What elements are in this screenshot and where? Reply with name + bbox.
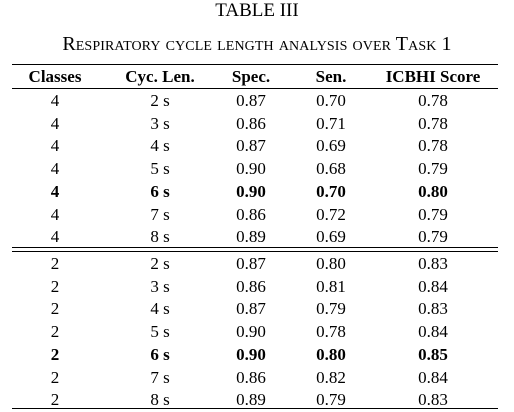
table-row: 4 8 s 0.89 0.69 0.79: [12, 225, 498, 248]
classes-cell: 4: [50, 136, 60, 156]
header-specificity: Spec.: [231, 67, 271, 86]
specificity-cell: 0.87: [236, 136, 266, 156]
icbhi-score-cell: 0.83: [418, 390, 448, 410]
icbhi-score-cell: 0.78: [418, 113, 448, 133]
cycle-length-cell: 5 s: [150, 159, 170, 179]
header-sensitivity: Sen.: [315, 67, 347, 86]
sensitivity-cell: 0.72: [316, 204, 346, 224]
classes-cell: 2: [50, 344, 60, 364]
classes-cell: 4: [50, 181, 60, 201]
classes-cell: 4: [50, 204, 60, 224]
table-row: 4 4 s 0.87 0.69 0.78: [12, 134, 498, 157]
cycle-length-cell: 5 s: [150, 322, 170, 342]
group-separator-rule: [12, 247, 498, 248]
cycle-length-cell: 2 s: [150, 91, 170, 110]
classes-cell: 4: [50, 227, 60, 247]
specificity-cell: 0.86: [236, 204, 266, 224]
cycle-length-cell: 3 s: [150, 276, 170, 296]
sensitivity-cell: 0.81: [316, 276, 346, 296]
icbhi-score-cell: 0.78: [418, 136, 448, 156]
specificity-cell: 0.89: [236, 390, 266, 410]
specificity-cell: 0.89: [236, 227, 266, 247]
icbhi-score-cell: 0.85: [418, 344, 448, 364]
sensitivity-cell: 0.80: [316, 344, 346, 364]
specificity-cell: 0.87: [236, 91, 266, 110]
icbhi-score-cell: 0.79: [418, 204, 448, 224]
sensitivity-cell: 0.70: [316, 91, 346, 110]
icbhi-score-cell: 0.83: [418, 254, 448, 273]
classes-cell: 2: [50, 390, 60, 410]
sensitivity-cell: 0.78: [316, 322, 346, 342]
cycle-length-cell: 7 s: [150, 204, 170, 224]
classes-cell: 2: [50, 299, 60, 319]
icbhi-score-cell: 0.79: [418, 227, 448, 247]
specificity-cell: 0.90: [236, 159, 266, 179]
table-row: 4 7 s 0.86 0.72 0.79: [12, 203, 498, 226]
classes-cell: 2: [50, 322, 60, 342]
header-classes: Classes: [28, 67, 82, 86]
sensitivity-cell: 0.79: [316, 299, 346, 319]
specificity-cell: 0.90: [236, 322, 266, 342]
classes-cell: 2: [50, 276, 60, 296]
icbhi-score-cell: 0.79: [418, 159, 448, 179]
cycle-length-cell: 2 s: [150, 254, 170, 273]
cycle-length-cell: 6 s: [150, 344, 170, 364]
classes-cell: 4: [50, 113, 60, 133]
top-rule: [12, 64, 498, 66]
sensitivity-cell: 0.68: [316, 159, 346, 179]
group-separator-rule: [12, 251, 498, 252]
specificity-cell: 0.90: [236, 181, 266, 201]
table-row: 4 6 s 0.90 0.70 0.80: [12, 180, 498, 203]
specificity-cell: 0.90: [236, 344, 266, 364]
cycle-length-cell: 4 s: [150, 136, 170, 156]
header-icbhi-score: ICBHI Score: [385, 67, 481, 86]
sensitivity-cell: 0.69: [316, 227, 346, 247]
cycle-length-cell: 8 s: [150, 390, 170, 410]
specificity-cell: 0.86: [236, 367, 266, 387]
sensitivity-cell: 0.82: [316, 367, 346, 387]
bottom-rule: [12, 408, 498, 410]
classes-cell: 2: [50, 367, 60, 387]
cycle-length-cell: 3 s: [150, 113, 170, 133]
classes-cell: 2: [50, 254, 60, 273]
cycle-length-cell: 4 s: [150, 299, 170, 319]
table-row: 4 2 s 0.87 0.70 0.78: [12, 89, 498, 112]
header-rule: [12, 88, 498, 89]
classes-cell: 4: [50, 91, 60, 110]
cycle-length-cell: 7 s: [150, 367, 170, 387]
cycle-length-cell: 6 s: [150, 181, 170, 201]
classes-cell: 4: [50, 159, 60, 179]
table-row: 4 5 s 0.90 0.68 0.79: [12, 157, 498, 180]
table-number: TABLE III: [215, 0, 299, 21]
table-row: 2 8 s 0.89 0.79 0.83: [12, 388, 498, 411]
icbhi-score-cell: 0.80: [418, 181, 448, 201]
icbhi-score-cell: 0.84: [418, 367, 448, 387]
icbhi-score-cell: 0.84: [418, 322, 448, 342]
table-row: 2 3 s 0.86 0.81 0.84: [12, 275, 498, 298]
specificity-cell: 0.86: [236, 113, 266, 133]
icbhi-score-cell: 0.84: [418, 276, 448, 296]
icbhi-score-cell: 0.78: [418, 91, 448, 110]
specificity-cell: 0.87: [236, 254, 266, 273]
sensitivity-cell: 0.79: [316, 390, 346, 410]
table-row: 2 4 s 0.87 0.79 0.83: [12, 297, 498, 320]
sensitivity-cell: 0.69: [316, 136, 346, 156]
table-row: 2 2 s 0.87 0.80 0.83: [12, 252, 498, 275]
header-row: Classes Cyc. Len. Spec. Sen. ICBHI Score: [12, 65, 498, 88]
icbhi-score-cell: 0.83: [418, 299, 448, 319]
sensitivity-cell: 0.80: [316, 254, 346, 273]
table-caption: Respiratory cycle length analysis over T…: [62, 33, 452, 55]
table-row: 2 6 s 0.90 0.80 0.85: [12, 343, 498, 366]
cycle-length-cell: 8 s: [150, 227, 170, 247]
sensitivity-cell: 0.70: [316, 181, 346, 201]
specificity-cell: 0.87: [236, 299, 266, 319]
table-row: 2 5 s 0.90 0.78 0.84: [12, 320, 498, 343]
table-row: 4 3 s 0.86 0.71 0.78: [12, 112, 498, 135]
specificity-cell: 0.86: [236, 276, 266, 296]
sensitivity-cell: 0.71: [316, 113, 346, 133]
header-cycle-length: Cyc. Len.: [125, 67, 195, 86]
table-row: 2 7 s 0.86 0.82 0.84: [12, 366, 498, 389]
